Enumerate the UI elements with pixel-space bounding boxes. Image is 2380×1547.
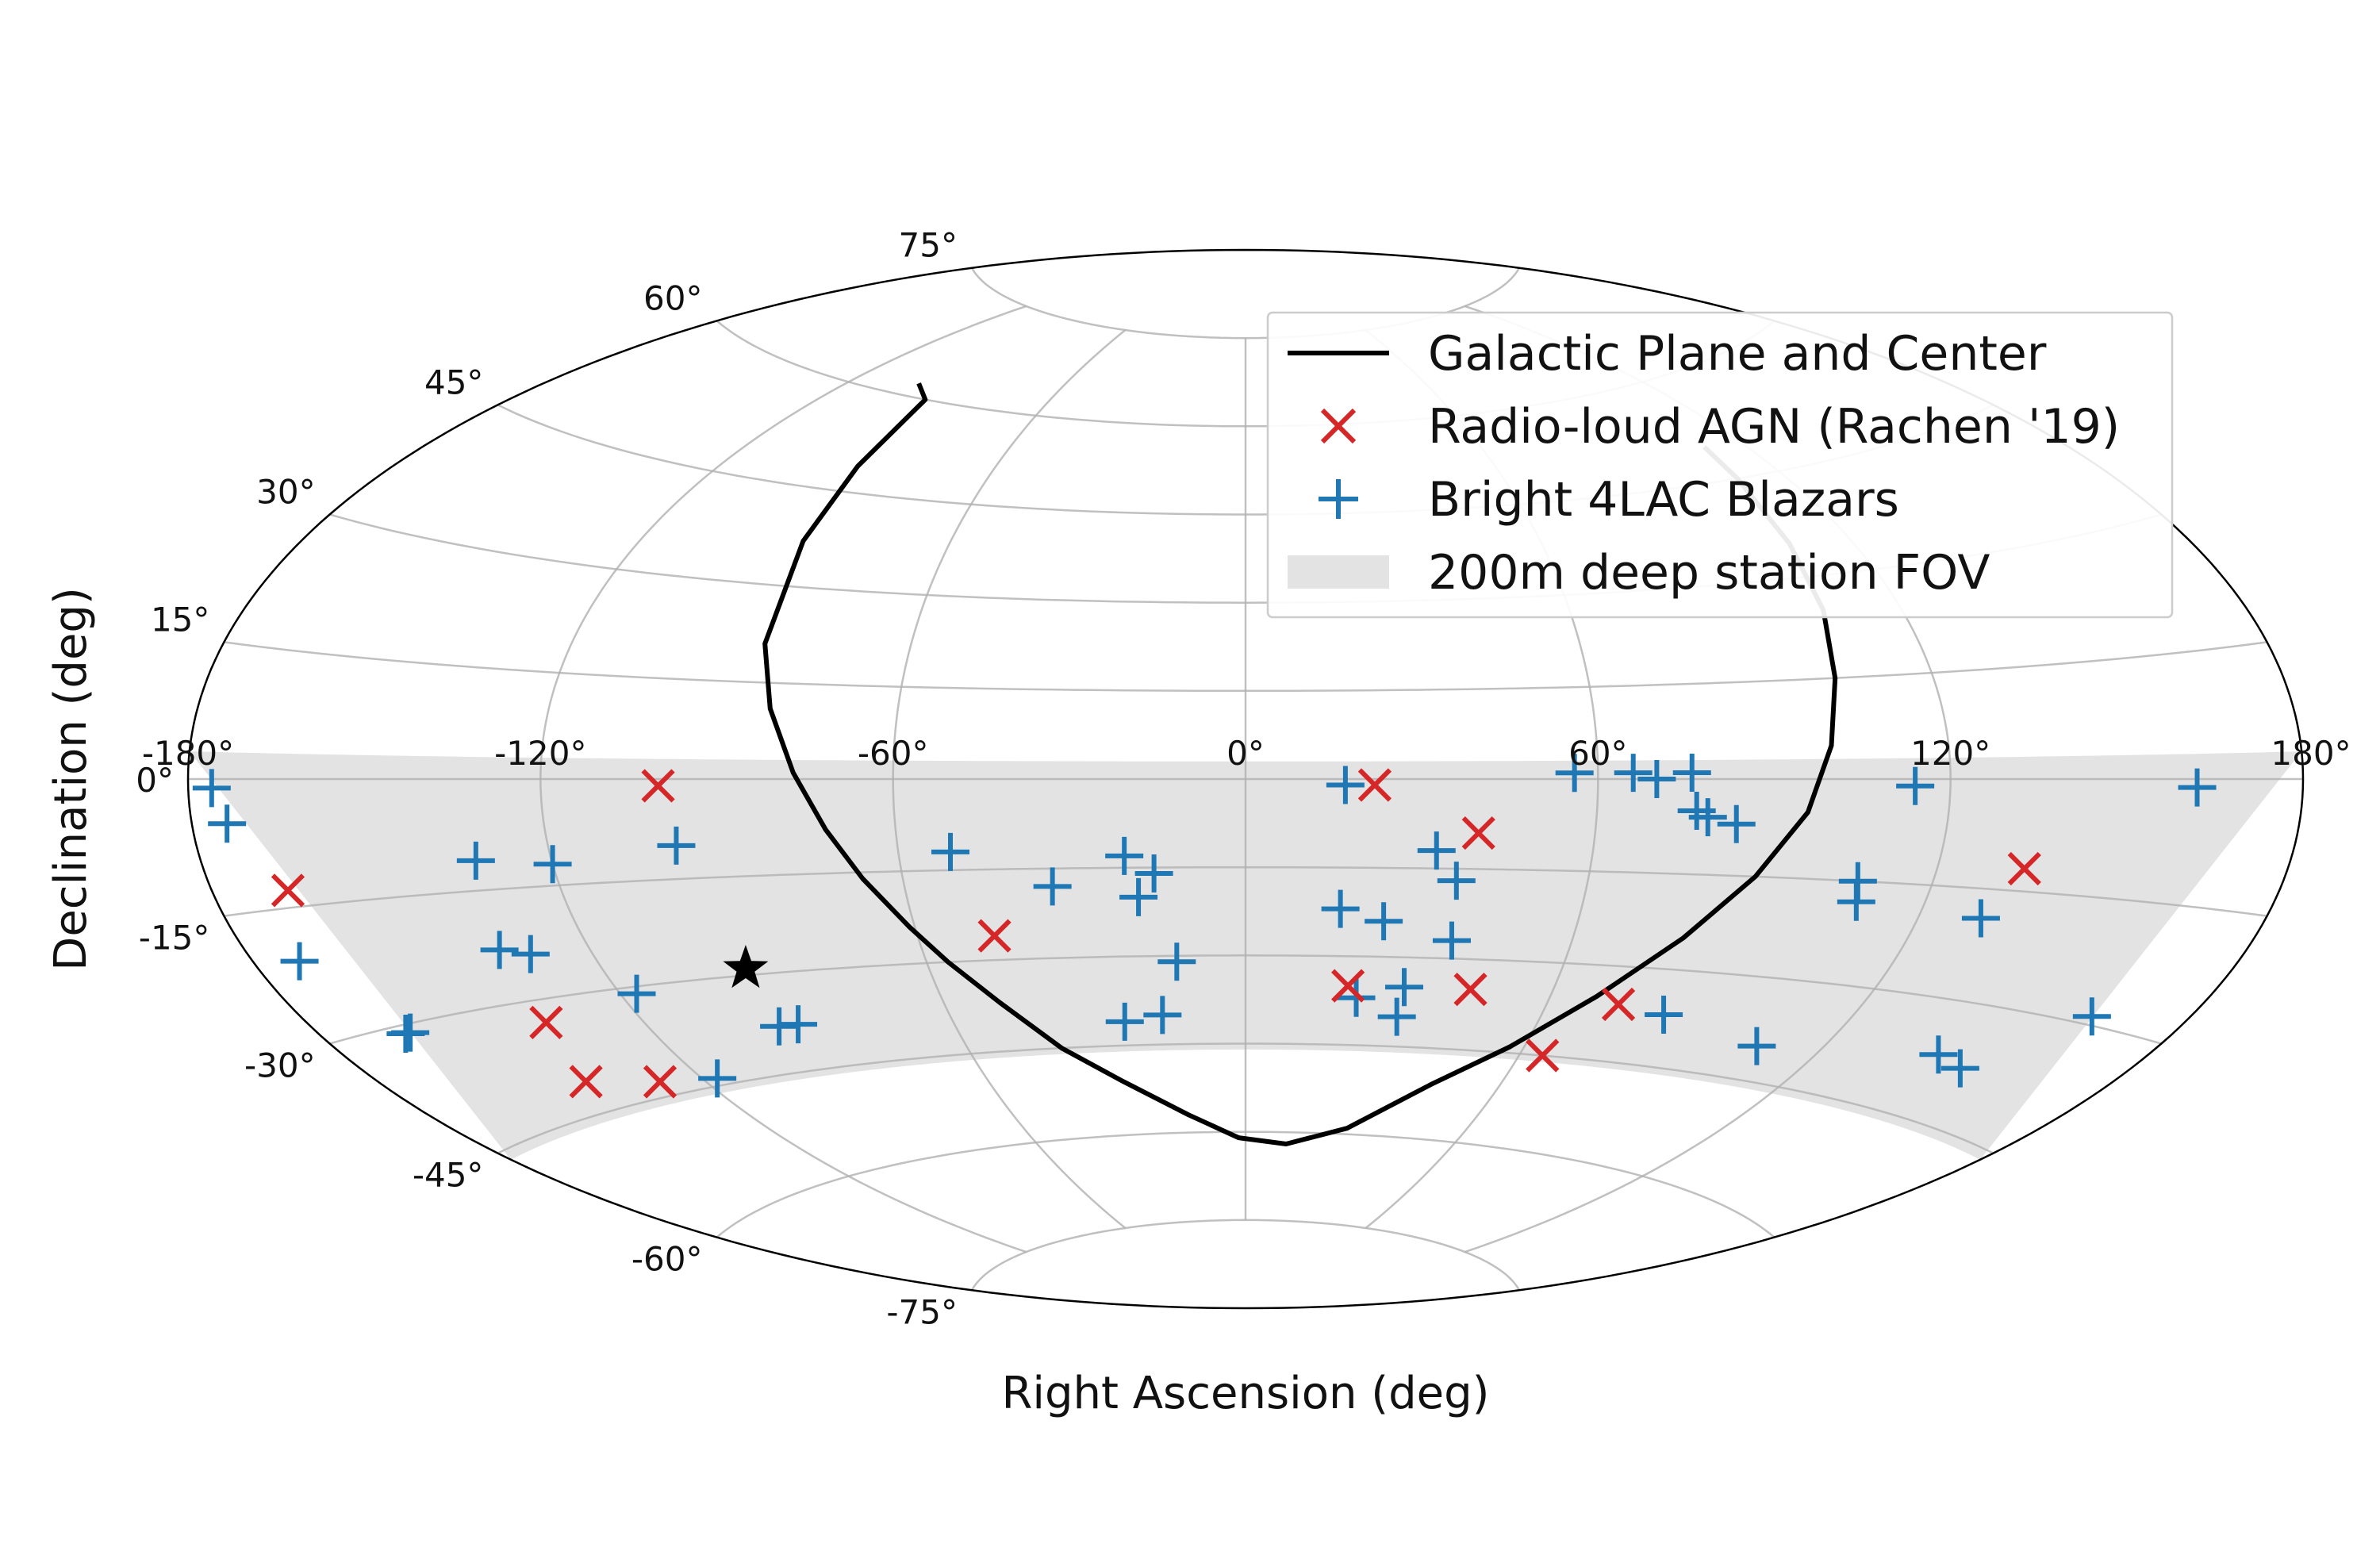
x-tick-label: 60° [1568, 734, 1627, 773]
blazar-point [281, 942, 319, 981]
agn-point [273, 875, 303, 905]
grid-parallel [972, 1220, 1519, 1291]
x-tick-label: -60° [858, 734, 929, 773]
x-tick-label: 120° [1910, 734, 1990, 773]
y-axis-label: Declination (deg) [45, 587, 97, 971]
y-tick-label: 60° [643, 278, 702, 317]
x-tick-label: 0° [1226, 734, 1265, 773]
y-tick-label: 75° [899, 226, 958, 265]
y-tick-label: -60° [631, 1240, 703, 1279]
x-tick-label: 180° [2271, 734, 2351, 773]
y-tick-label: 45° [424, 363, 483, 401]
legend: Galactic Plane and Center Radio-loud AGN… [1268, 313, 2172, 617]
y-tick-label: 30° [256, 473, 315, 512]
y-tick-label: -45° [413, 1156, 484, 1195]
legend-blazar-label: Bright 4LAC Blazars [1428, 472, 1899, 528]
y-tick-label: 15° [151, 600, 209, 639]
y-tick-label: -15° [139, 919, 210, 958]
y-tick-label: -75° [886, 1292, 958, 1331]
x-tick-label: -120° [494, 734, 586, 773]
legend-galactic-label: Galactic Plane and Center [1428, 326, 2047, 382]
legend-fov-label: 200m deep station FOV [1428, 545, 1990, 601]
legend-agn-label: Radio-loud AGN (Rachen '19) [1428, 399, 2120, 455]
y-tick-label: -30° [244, 1046, 316, 1085]
x-tick-label: -180° [142, 734, 234, 773]
x-axis-label: Right Ascension (deg) [1001, 1368, 1489, 1419]
legend-fov-swatch [1288, 555, 1389, 589]
